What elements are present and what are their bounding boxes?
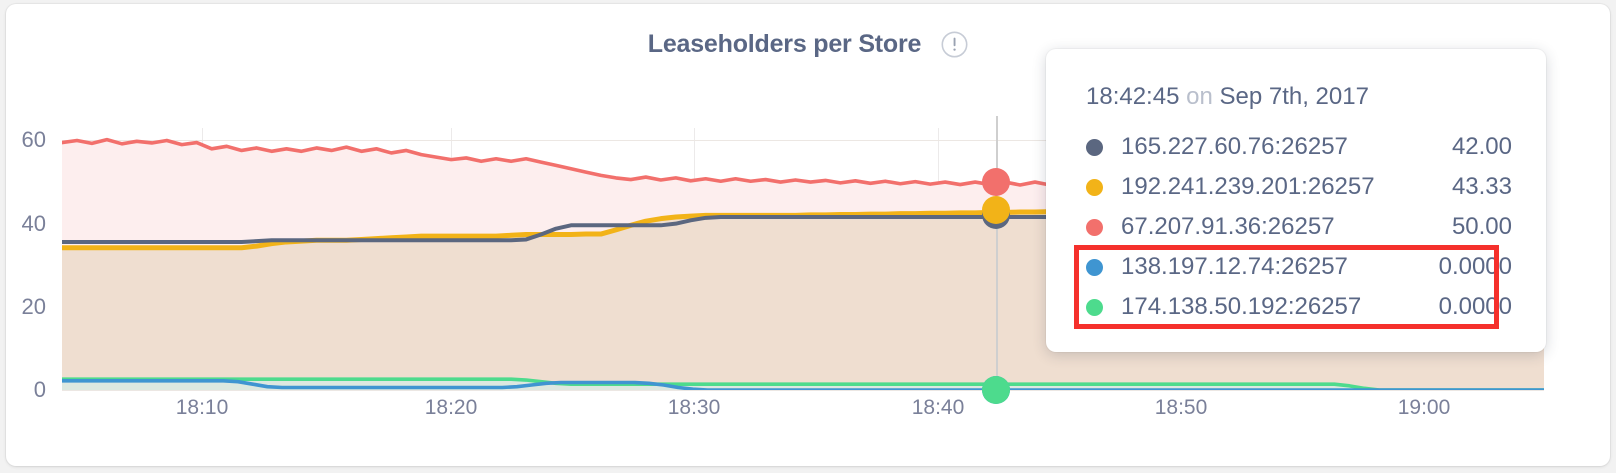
hover-crosshair xyxy=(996,116,998,390)
x-axis-tick: 18:20 xyxy=(424,396,478,419)
series-line xyxy=(62,381,1544,390)
tooltip-date: Sep 7th, 2017 xyxy=(1219,83,1369,110)
tooltip-series-value: 42.00 xyxy=(1451,133,1512,160)
gridline-horizontal xyxy=(62,390,1544,391)
series-color-swatch xyxy=(1086,178,1103,196)
page-title: Leaseholders per Store xyxy=(647,30,922,58)
x-axis-tick: 18:30 xyxy=(667,396,721,419)
tooltip-time: 18:42:45 xyxy=(1086,83,1180,110)
tooltip-series-name: 174.138.50.192:26257 xyxy=(1121,293,1362,320)
x-axis-tick: 19:00 xyxy=(1397,396,1451,419)
tooltip-series-name: 67.207.91.36:26257 xyxy=(1121,213,1335,240)
tooltip-row: 174.138.50.192:26257 0.0000 xyxy=(1074,287,1518,327)
tooltip-row: 165.227.60.76:26257 42.00 xyxy=(1074,127,1518,167)
tooltip-timestamp: 18:42:45 on Sep 7th, 2017 xyxy=(1086,83,1518,111)
tooltip-series-list: 165.227.60.76:26257 42.00 192.241.239.201:… xyxy=(1074,127,1518,329)
tooltip-on-word: on xyxy=(1186,83,1213,110)
tooltip-series-name: 192.241.239.201:26257 xyxy=(1121,173,1375,200)
x-axis: 18:10 18:20 18:30 18:40 18:50 19:00 xyxy=(62,396,1544,426)
series-color-swatch xyxy=(1086,298,1103,316)
y-axis: 0 20 40 60 xyxy=(6,127,54,402)
tooltip-row: 138.197.12.74:26257 0.0000 xyxy=(1074,247,1518,287)
exclamation-circle-icon[interactable] xyxy=(941,31,968,58)
x-axis-tick: 18:10 xyxy=(175,396,229,419)
series-color-swatch xyxy=(1086,258,1103,276)
hover-dot-192-241-239-201 xyxy=(982,195,1010,224)
gridline-horizontal xyxy=(62,140,1544,142)
tooltip-series-value: 0.0000 xyxy=(1438,293,1512,320)
series-color-swatch xyxy=(1086,138,1103,156)
series-line xyxy=(62,379,1544,390)
y-axis-tick: 20 xyxy=(21,293,46,319)
hover-dot-67-207-91-36 xyxy=(982,168,1010,197)
y-axis-tick: 0 xyxy=(33,377,46,402)
tooltip-row: 67.207.91.36:26257 50.00 xyxy=(1074,207,1518,247)
y-axis-tick: 60 xyxy=(21,127,46,153)
tooltip-series-value: 43.33 xyxy=(1451,173,1512,200)
tooltip-row: 192.241.239.201:26257 43.33 xyxy=(1074,167,1518,207)
series-color-swatch xyxy=(1086,218,1103,236)
x-axis-tick: 18:50 xyxy=(1154,396,1208,419)
tooltip-series-name: 165.227.60.76:26257 xyxy=(1121,133,1348,160)
hover-dot-174-138-50-192 xyxy=(982,376,1010,404)
tooltip-series-name: 138.197.12.74:26257 xyxy=(1121,253,1348,280)
chart-panel-card: Leaseholders per Store 0 20 40 60 18:10 18:2… xyxy=(6,4,1610,466)
y-axis-tick: 40 xyxy=(21,210,46,236)
tooltip-series-value: 50.00 xyxy=(1451,213,1512,240)
chart-tooltip: 18:42:45 on Sep 7th, 2017 165.227.60.76:… xyxy=(1046,49,1546,352)
tooltip-series-value: 0.0000 xyxy=(1438,253,1512,280)
x-axis-tick: 18:40 xyxy=(911,396,965,419)
